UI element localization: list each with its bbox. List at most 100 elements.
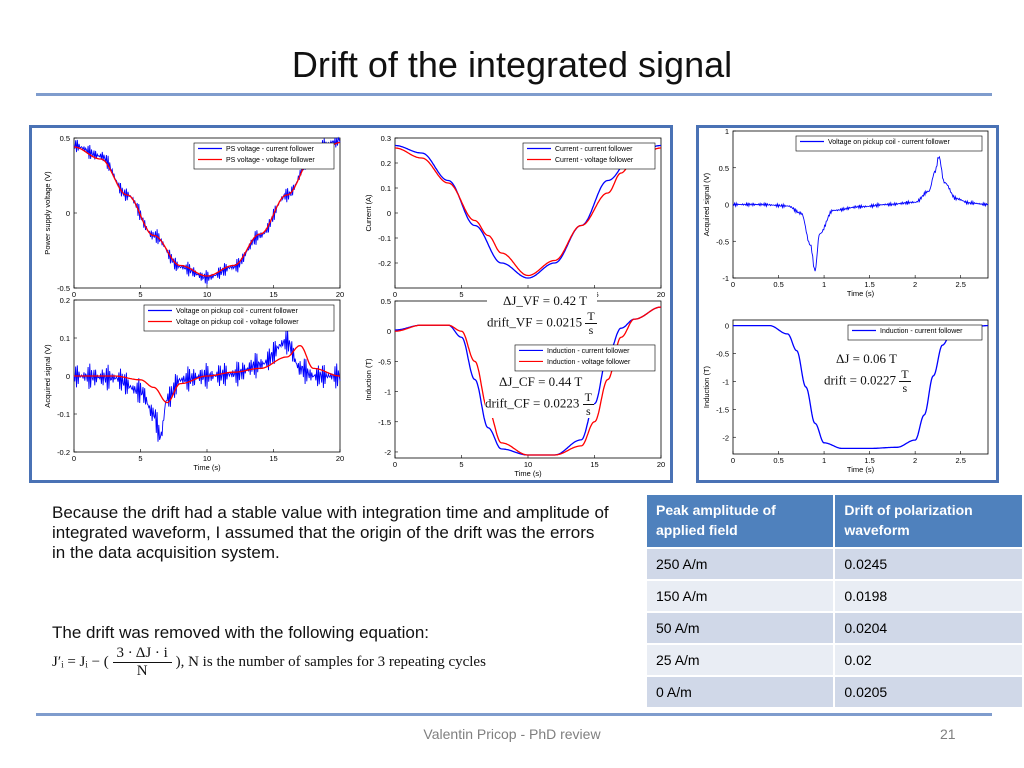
y-tick-label: 1 <box>725 127 729 136</box>
y-tick-label: 0 <box>387 327 391 336</box>
table-cell: 50 A/m <box>644 611 836 645</box>
y-tick-label: -0.1 <box>378 234 391 243</box>
y-tick-label: 0.1 <box>60 334 70 343</box>
equation-numerator: 3 · ΔJ · i <box>112 645 172 663</box>
y-tick-label: -0.2 <box>57 448 70 457</box>
x-axis-label: Time (s) <box>193 463 221 472</box>
y-tick-label: 0.5 <box>381 297 391 306</box>
y-tick-label: -0.5 <box>378 357 391 366</box>
x-axis-label: Time (s) <box>514 469 542 478</box>
chart-pickup-voltage: 0 5 10 15 20 -0.2 -0.1 0 0.1 0.2 Time (s) Acquired … <box>43 296 344 472</box>
y-tick-label: -2 <box>384 448 391 457</box>
y-axis-label: Induction (T) <box>702 365 711 408</box>
legend-label: Voltage on pickup coil - current followe… <box>828 139 950 146</box>
paragraph-drift-removal: The drift was removed with the following… <box>52 623 430 642</box>
page-number: 21 <box>940 726 956 742</box>
slide-title: Drift of the integrated signal <box>291 44 733 85</box>
x-tick-label: 2.5 <box>955 280 965 289</box>
table-row: 150 A/m 0.0198 <box>644 579 1024 613</box>
y-tick-label: -1.5 <box>378 418 391 427</box>
series-line <box>733 324 988 450</box>
table-header-row: Peak amplitude of applied field Drift of… <box>644 493 1024 549</box>
table-cell: 0.0205 <box>833 675 1024 709</box>
title-rule <box>36 93 992 96</box>
series-line <box>395 147 661 277</box>
y-tick-label: -0.5 <box>57 284 70 293</box>
x-tick-label: 2.5 <box>955 456 965 465</box>
x-tick-label: 2 <box>913 456 917 465</box>
y-tick-label: -1.5 <box>716 405 729 414</box>
vf-delta-j: ΔJ_VF = 0.42 T <box>503 293 588 308</box>
y-axis-label: Acquired signal (V) <box>43 344 52 408</box>
y-tick-label: 0 <box>66 372 70 381</box>
x-tick-label: 15 <box>269 454 277 463</box>
paragraph-drift-origin: Because the drift had a stable value wit… <box>52 503 609 562</box>
y-tick-label: 0.1 <box>381 184 391 193</box>
y-axis-label: Power supply voltage (V) <box>43 171 52 255</box>
unit-den: s <box>902 381 908 395</box>
table-row: 25 A/m 0.02 <box>644 643 1024 677</box>
x-tick-label: 0 <box>393 290 397 299</box>
y-tick-label: 0.2 <box>381 159 391 168</box>
table-header-cell: Peak amplitude of applied field <box>644 493 836 549</box>
chart-pickup-right: 0 0.5 1 1.5 2 2.5 -1 -0.5 0 0.5 1 Time (s) Acquired … <box>702 127 989 298</box>
unit-num: T <box>582 390 594 405</box>
x-tick-label: 0 <box>731 280 735 289</box>
x-tick-label: 10 <box>203 454 211 463</box>
table-cell: 0.0198 <box>833 579 1024 613</box>
x-tick-label: 10 <box>203 290 211 299</box>
footer-rule <box>36 713 992 716</box>
x-tick-label: 20 <box>336 454 344 463</box>
legend-label: Induction - voltage follower <box>547 359 631 366</box>
x-axis-label: Time (s) <box>847 465 875 474</box>
y-axis-label: Current (A) <box>364 194 373 232</box>
right-drift: drift = 0.0227 <box>824 372 896 388</box>
table-row: 250 A/m 0.0245 <box>644 547 1024 581</box>
x-tick-label: 1 <box>822 456 826 465</box>
legend-label: Induction - current follower <box>547 348 630 355</box>
y-tick-label: -0.1 <box>57 410 70 419</box>
x-axis-label: Time (s) <box>847 289 875 298</box>
legend-box <box>143 304 335 332</box>
legend-box <box>193 142 335 170</box>
legend-box <box>847 324 983 341</box>
table-row: 50 A/m 0.0204 <box>644 611 1024 645</box>
unit-den: s <box>585 404 591 418</box>
series-line <box>73 330 341 442</box>
x-tick-label: 1 <box>822 280 826 289</box>
series-line <box>74 344 340 404</box>
x-tick-label: 20 <box>657 290 665 299</box>
y-tick-label: -1 <box>722 377 729 386</box>
legend-label: Current - current follower <box>555 146 633 153</box>
x-tick-label: 0.5 <box>773 456 783 465</box>
legend-label: Induction - current follower <box>880 328 963 335</box>
legend-box <box>514 344 656 372</box>
x-tick-label: 0 <box>731 456 735 465</box>
x-tick-label: 15 <box>590 460 598 469</box>
x-tick-label: 15 <box>269 290 277 299</box>
cf-drift: drift_CF = 0.0223 <box>485 395 580 411</box>
x-tick-label: 1.5 <box>864 280 874 289</box>
x-tick-label: 1.5 <box>864 456 874 465</box>
y-tick-label: 0 <box>725 322 729 331</box>
x-tick-label: 20 <box>657 460 665 469</box>
x-tick-label: 20 <box>336 290 344 299</box>
y-tick-label: 0.5 <box>60 134 70 143</box>
vf-drift: drift_VF = 0.0215 <box>487 314 583 330</box>
y-axis-label: Acquired signal (V) <box>702 172 711 236</box>
y-tick-label: -2 <box>722 433 729 442</box>
legend-label: Voltage on pickup coil - voltage followe… <box>176 319 299 326</box>
cf-delta-j: ΔJ_CF = 0.44 T <box>499 374 583 389</box>
y-tick-label: 0.3 <box>381 134 391 143</box>
table-cell: 0.02 <box>833 643 1024 677</box>
unit-num: T <box>899 367 911 382</box>
unit-num: T <box>585 309 597 324</box>
